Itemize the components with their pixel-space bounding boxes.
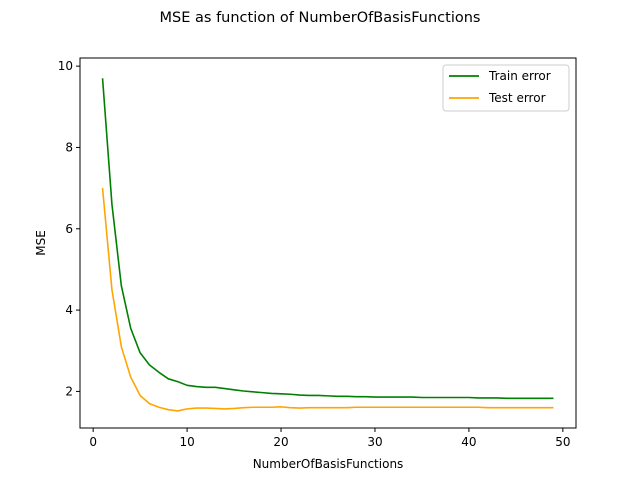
x-tick-label: 40 bbox=[461, 435, 476, 449]
x-tick-label: 20 bbox=[273, 435, 288, 449]
series-line-1 bbox=[101, 78, 554, 400]
x-tick-label: 30 bbox=[367, 435, 382, 449]
x-axis: 0 10 20 30 40 50 bbox=[89, 428, 570, 449]
series-layer bbox=[101, 78, 554, 412]
y-tick-label: 8 bbox=[65, 140, 73, 154]
y-tick-label: 4 bbox=[65, 303, 73, 317]
y-axis: 2 4 6 8 10 bbox=[58, 59, 80, 398]
x-tick-label: 0 bbox=[89, 435, 97, 449]
y-tick-label: 6 bbox=[65, 222, 73, 236]
chart-title: MSE as function of NumberOfBasisFunction… bbox=[160, 10, 481, 26]
legend-label-2: Test error bbox=[488, 91, 546, 105]
y-tick-label: 10 bbox=[58, 59, 73, 73]
legend: Train error Test error bbox=[442, 64, 570, 112]
x-tick-label: 50 bbox=[555, 435, 570, 449]
legend-label-1: Train error bbox=[488, 69, 551, 83]
plot-frame bbox=[79, 57, 577, 429]
y-tick-label: 2 bbox=[65, 384, 73, 398]
y-axis-label: MSE bbox=[34, 230, 48, 256]
x-axis-label: NumberOfBasisFunctions bbox=[253, 457, 404, 471]
series-line-2 bbox=[101, 188, 554, 412]
x-tick-label: 10 bbox=[179, 435, 194, 449]
